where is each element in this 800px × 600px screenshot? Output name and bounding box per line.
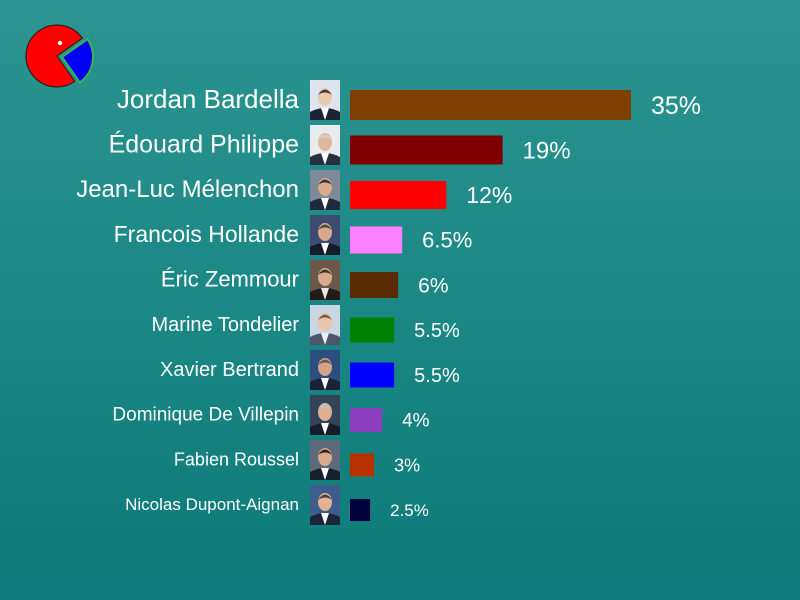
portrait-image xyxy=(310,125,340,165)
value-label: 12% xyxy=(466,182,512,208)
category-label: Dominique De Villepin xyxy=(112,405,299,426)
portrait-image xyxy=(310,260,340,300)
portrait-image xyxy=(310,80,340,120)
portrait-image xyxy=(310,215,340,255)
chart-row: Fabien Roussel 3% xyxy=(174,440,420,480)
pie-logo-body xyxy=(25,24,84,88)
value-label: 3% xyxy=(394,455,420,475)
chart-row: Dominique De Villepin 4% xyxy=(112,395,430,435)
value-label: 6.5% xyxy=(422,228,472,253)
value-label: 35% xyxy=(651,92,701,120)
value-label: 6% xyxy=(418,274,448,297)
value-label: 4% xyxy=(402,411,430,432)
chart-row: Francois Hollande 6.5% xyxy=(114,215,472,255)
category-label: Fabien Roussel xyxy=(174,449,299,469)
chart-row: Édouard Philippe 19% xyxy=(109,125,571,165)
category-label: Éric Zemmour xyxy=(161,267,299,292)
bar xyxy=(350,272,399,298)
bar xyxy=(350,499,371,521)
category-label: Jordan Bardella xyxy=(117,84,300,114)
bar xyxy=(350,362,395,388)
bar xyxy=(350,90,631,120)
chart-row: Éric Zemmour 6% xyxy=(161,260,449,300)
chart-row: Jordan Bardella 35% xyxy=(117,80,701,120)
bar xyxy=(350,135,503,165)
portrait-image xyxy=(310,440,340,480)
portrait-image xyxy=(310,170,340,210)
category-label: Nicolas Dupont-Aignan xyxy=(125,495,299,514)
category-label: Marine Tondelier xyxy=(152,314,300,336)
bar xyxy=(350,453,375,477)
value-label: 5.5% xyxy=(414,320,460,342)
portrait-image xyxy=(310,350,340,390)
bar xyxy=(350,226,403,254)
category-label: Jean-Luc Mélenchon xyxy=(76,176,299,203)
chart-rows: Jordan Bardella 35% Édouard Philippe 19% Jea… xyxy=(76,80,701,525)
bar xyxy=(350,317,395,343)
bar xyxy=(350,181,447,209)
chart-row: Nicolas Dupont-Aignan 2.5% xyxy=(125,485,429,525)
value-label: 2.5% xyxy=(390,501,429,520)
value-label: 19% xyxy=(523,137,571,164)
chart-row: Xavier Bertrand 5.5% xyxy=(160,350,460,390)
pie-logo-icon xyxy=(25,24,94,88)
bar xyxy=(350,408,383,432)
chart-row: Marine Tondelier 5.5% xyxy=(152,305,460,345)
category-label: Francois Hollande xyxy=(114,221,299,247)
category-label: Xavier Bertrand xyxy=(160,359,299,381)
pie-logo-wedge xyxy=(60,37,94,84)
category-label: Édouard Philippe xyxy=(109,130,299,159)
value-label: 5.5% xyxy=(414,365,460,387)
chart-row: Jean-Luc Mélenchon 12% xyxy=(76,170,512,210)
portrait-image xyxy=(310,305,340,345)
pie-logo-eye xyxy=(57,40,63,46)
portrait-image xyxy=(310,485,340,525)
portrait-image xyxy=(310,395,340,435)
